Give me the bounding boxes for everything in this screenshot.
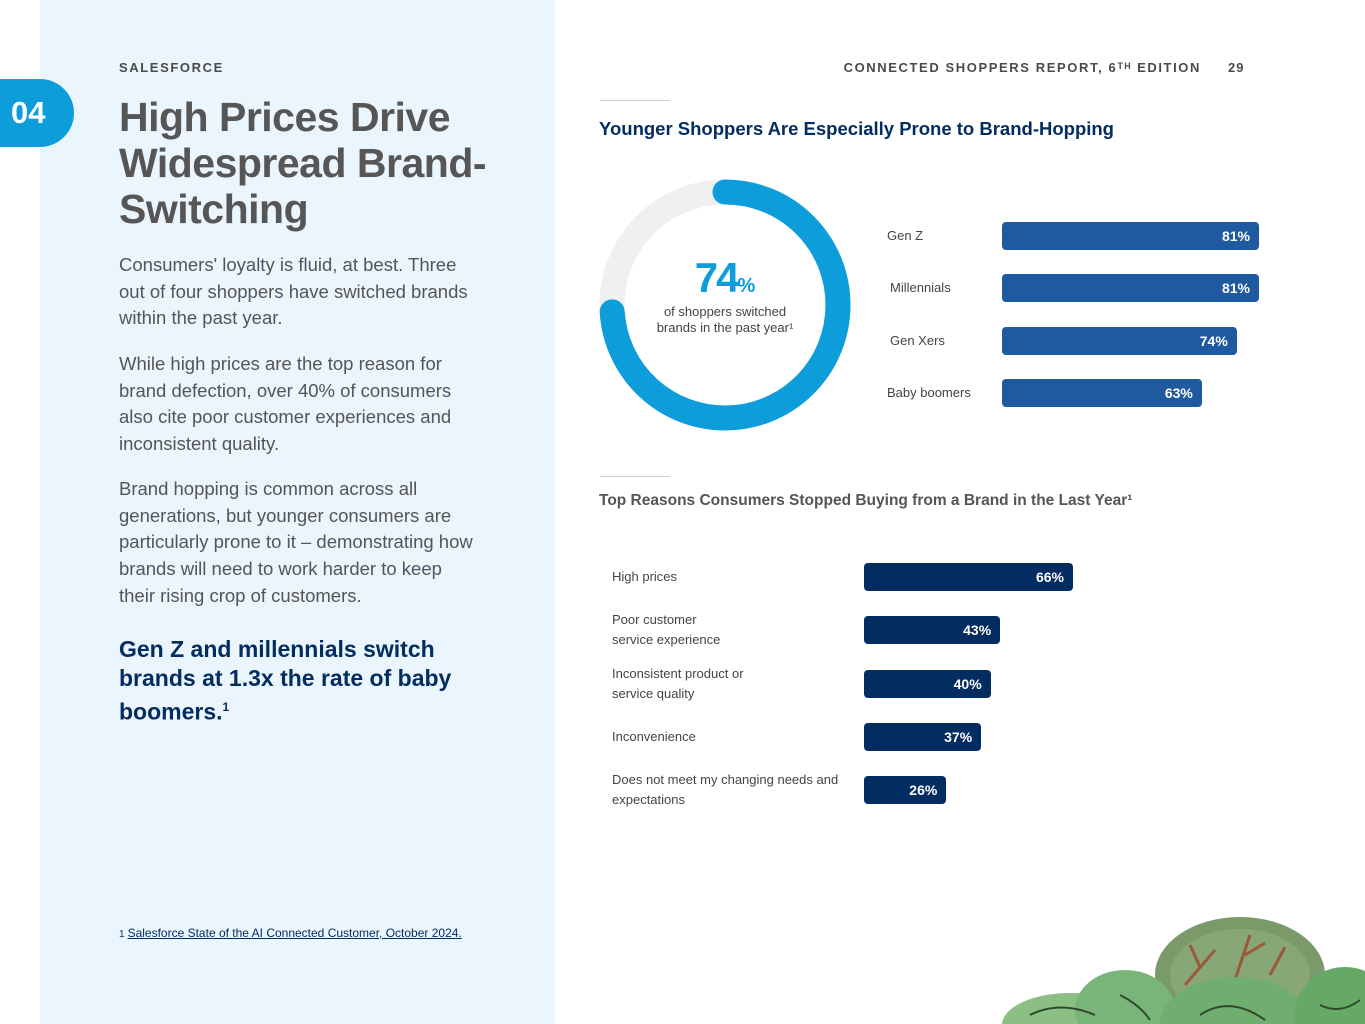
reason-bar: 40%: [864, 669, 991, 698]
page-headline: High Prices Drive Widespread Brand-Switc…: [119, 94, 487, 232]
donut-chart: [599, 179, 851, 431]
callout-body: Gen Z and millennials switch brands at 1…: [119, 636, 452, 725]
generation-bar: 63%: [1002, 378, 1202, 407]
reason-bar: 66%: [864, 563, 1073, 591]
reason-bar: 26%: [864, 776, 947, 805]
reason-label: Inconsistent product or service quality: [612, 665, 744, 701]
divider-rule: [600, 100, 670, 101]
intro-paragraph-2: While high prices are the top reason for…: [119, 353, 452, 455]
report-title: CONNECTED SHOPPERS REPORT, 6ᵀᴴ EDITION: [843, 60, 1201, 75]
footnote-source-link[interactable]: Salesforce State of the AI Connected Cus…: [127, 926, 462, 940]
reason-label: Inconvenience: [612, 728, 696, 744]
reason-bar: 43%: [864, 616, 1001, 645]
reason-bar: 37%: [864, 722, 982, 751]
footnote: 1 Salesforce State of the AI Connected Cu…: [119, 926, 462, 940]
divider-rule: [600, 476, 670, 477]
reason-label: Poor customer service experience: [612, 612, 721, 648]
generation-label: Gen Xers: [890, 332, 945, 348]
donut-value: 74%: [598, 254, 852, 302]
decorative-trees-illustration: [1002, 917, 1365, 1024]
reason-label: Does not meet my changing needs and expe…: [612, 772, 839, 808]
donut-value-number: 74: [694, 254, 740, 301]
reason-label: High prices: [612, 569, 678, 584]
donut-value-arc: [599, 179, 851, 431]
page-number: 29: [1228, 60, 1245, 75]
chart-title-generations: Younger Shoppers Are Especially Prone to…: [599, 118, 1114, 139]
generation-bar: 81%: [1002, 222, 1259, 250]
callout-footnote-ref: 1: [222, 700, 230, 714]
generation-bar: 81%: [1002, 274, 1259, 303]
brand-label: SALESFORCE: [119, 60, 224, 75]
intro-paragraph-1: Consumers' loyalty is fluid, at best. Th…: [119, 254, 468, 329]
footnote-mark: 1: [119, 929, 125, 940]
generation-bar: 74%: [1002, 326, 1237, 355]
chart-title-reasons: Top Reasons Consumers Stopped Buying fro…: [599, 492, 1133, 509]
left-panel: [40, 0, 555, 1024]
donut-caption: of shoppers switched brands in the past …: [656, 304, 794, 335]
generation-label: Millennials: [890, 280, 951, 296]
intro-paragraph-3: Brand hopping is common across all gener…: [119, 478, 473, 606]
donut-value-unit: %: [737, 275, 756, 297]
generation-label: Baby boomers: [887, 384, 971, 400]
donut-center: 74% of shoppers switched brands in the p…: [598, 178, 852, 432]
section-number-tab: 04: [0, 79, 74, 147]
callout-text: Gen Z and millennials switch brands at 1…: [119, 635, 479, 727]
generation-label: Gen Z: [887, 228, 924, 243]
